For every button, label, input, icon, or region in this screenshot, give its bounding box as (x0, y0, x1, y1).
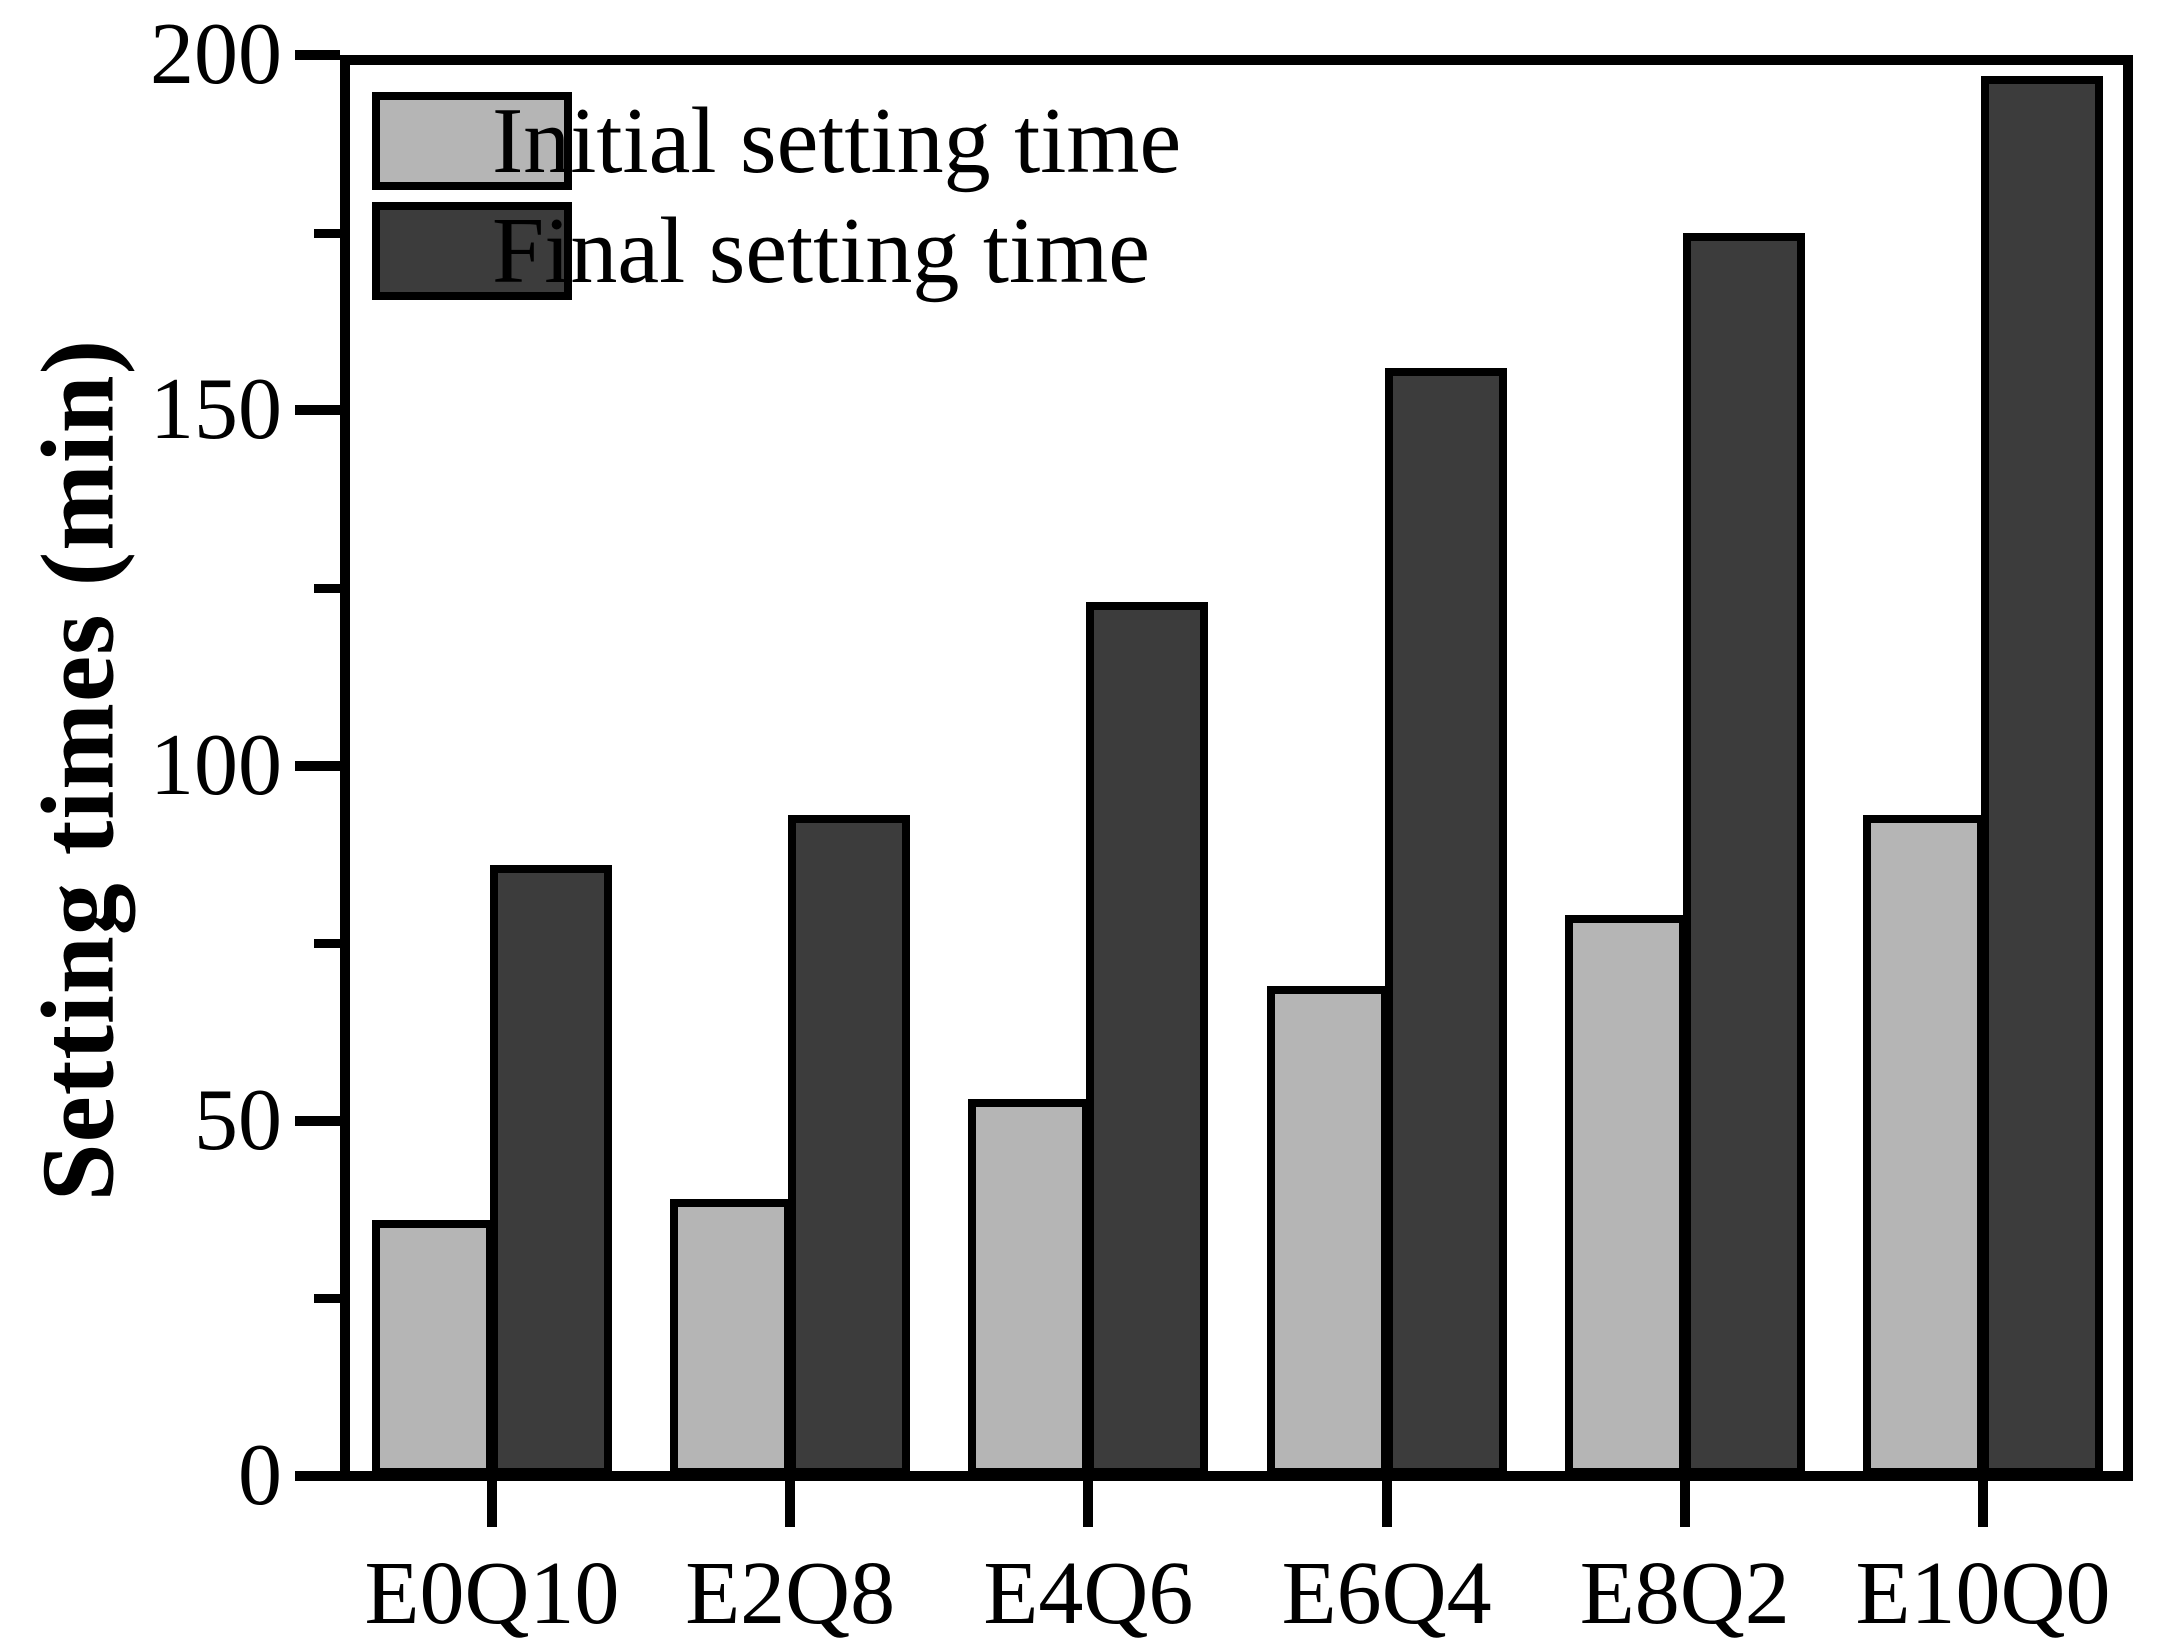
x-tick-label-E8Q2: E8Q2 (1579, 1544, 1790, 1643)
y-tick-major-150 (295, 405, 340, 416)
bar-final-setting-time-E6Q4 (1384, 367, 1507, 1476)
bar-final-setting-time-E10Q0 (1981, 76, 2103, 1476)
y-tick-label-200: 200 (150, 6, 282, 103)
bar-final-setting-time-E8Q2 (1682, 232, 1805, 1476)
bar-initial-setting-time-E6Q4 (1266, 985, 1389, 1476)
legend-label-initial-setting-time: Initial setting time (492, 89, 1182, 193)
x-tick-label-E10Q0: E10Q0 (1855, 1544, 2111, 1643)
y-tick-minor-125 (314, 583, 340, 593)
x-tick-label-E0Q10: E0Q10 (364, 1544, 620, 1643)
x-tick-E2Q8 (785, 1481, 796, 1527)
bar-final-setting-time-E0Q10 (490, 864, 612, 1476)
x-tick-label-E6Q4: E6Q4 (1281, 1544, 1492, 1643)
y-tick-major-0 (295, 1471, 340, 1481)
y-tick-major-200 (295, 50, 340, 60)
y-tick-minor-25 (314, 1294, 340, 1304)
y-tick-major-50 (295, 1115, 340, 1126)
y-tick-label-0: 0 (238, 1427, 282, 1524)
x-tick-E0Q10 (487, 1481, 497, 1527)
bar-initial-setting-time-E2Q8 (670, 1198, 793, 1476)
x-tick-label-E4Q6: E4Q6 (983, 1544, 1194, 1643)
x-tick-E8Q2 (1679, 1481, 1690, 1527)
legend-label-final-setting-time: Final setting time (492, 199, 1150, 303)
y-tick-major-100 (295, 760, 340, 771)
x-tick-E4Q6 (1083, 1481, 1094, 1527)
y-tick-minor-75 (314, 939, 340, 949)
x-tick-label-E2Q8: E2Q8 (685, 1544, 896, 1643)
bar-initial-setting-time-E0Q10 (372, 1220, 494, 1476)
bar-initial-setting-time-E4Q6 (968, 1099, 1091, 1476)
x-tick-E10Q0 (1978, 1481, 1988, 1527)
bar-initial-setting-time-E10Q0 (1863, 815, 1985, 1476)
bar-final-setting-time-E4Q6 (1086, 602, 1209, 1476)
y-tick-minor-175 (314, 228, 340, 238)
plot-frame (340, 55, 2133, 1481)
bar-initial-setting-time-E8Q2 (1564, 914, 1687, 1476)
y-tick-label-100: 100 (150, 716, 282, 814)
bar-final-setting-time-E2Q8 (788, 815, 911, 1476)
legend-swatch-final-setting-time (372, 202, 572, 300)
legend-swatch-initial-setting-time (372, 92, 572, 190)
y-tick-label-50: 50 (194, 1071, 282, 1169)
y-tick-label-150: 150 (150, 361, 282, 459)
x-tick-E6Q4 (1381, 1481, 1392, 1527)
